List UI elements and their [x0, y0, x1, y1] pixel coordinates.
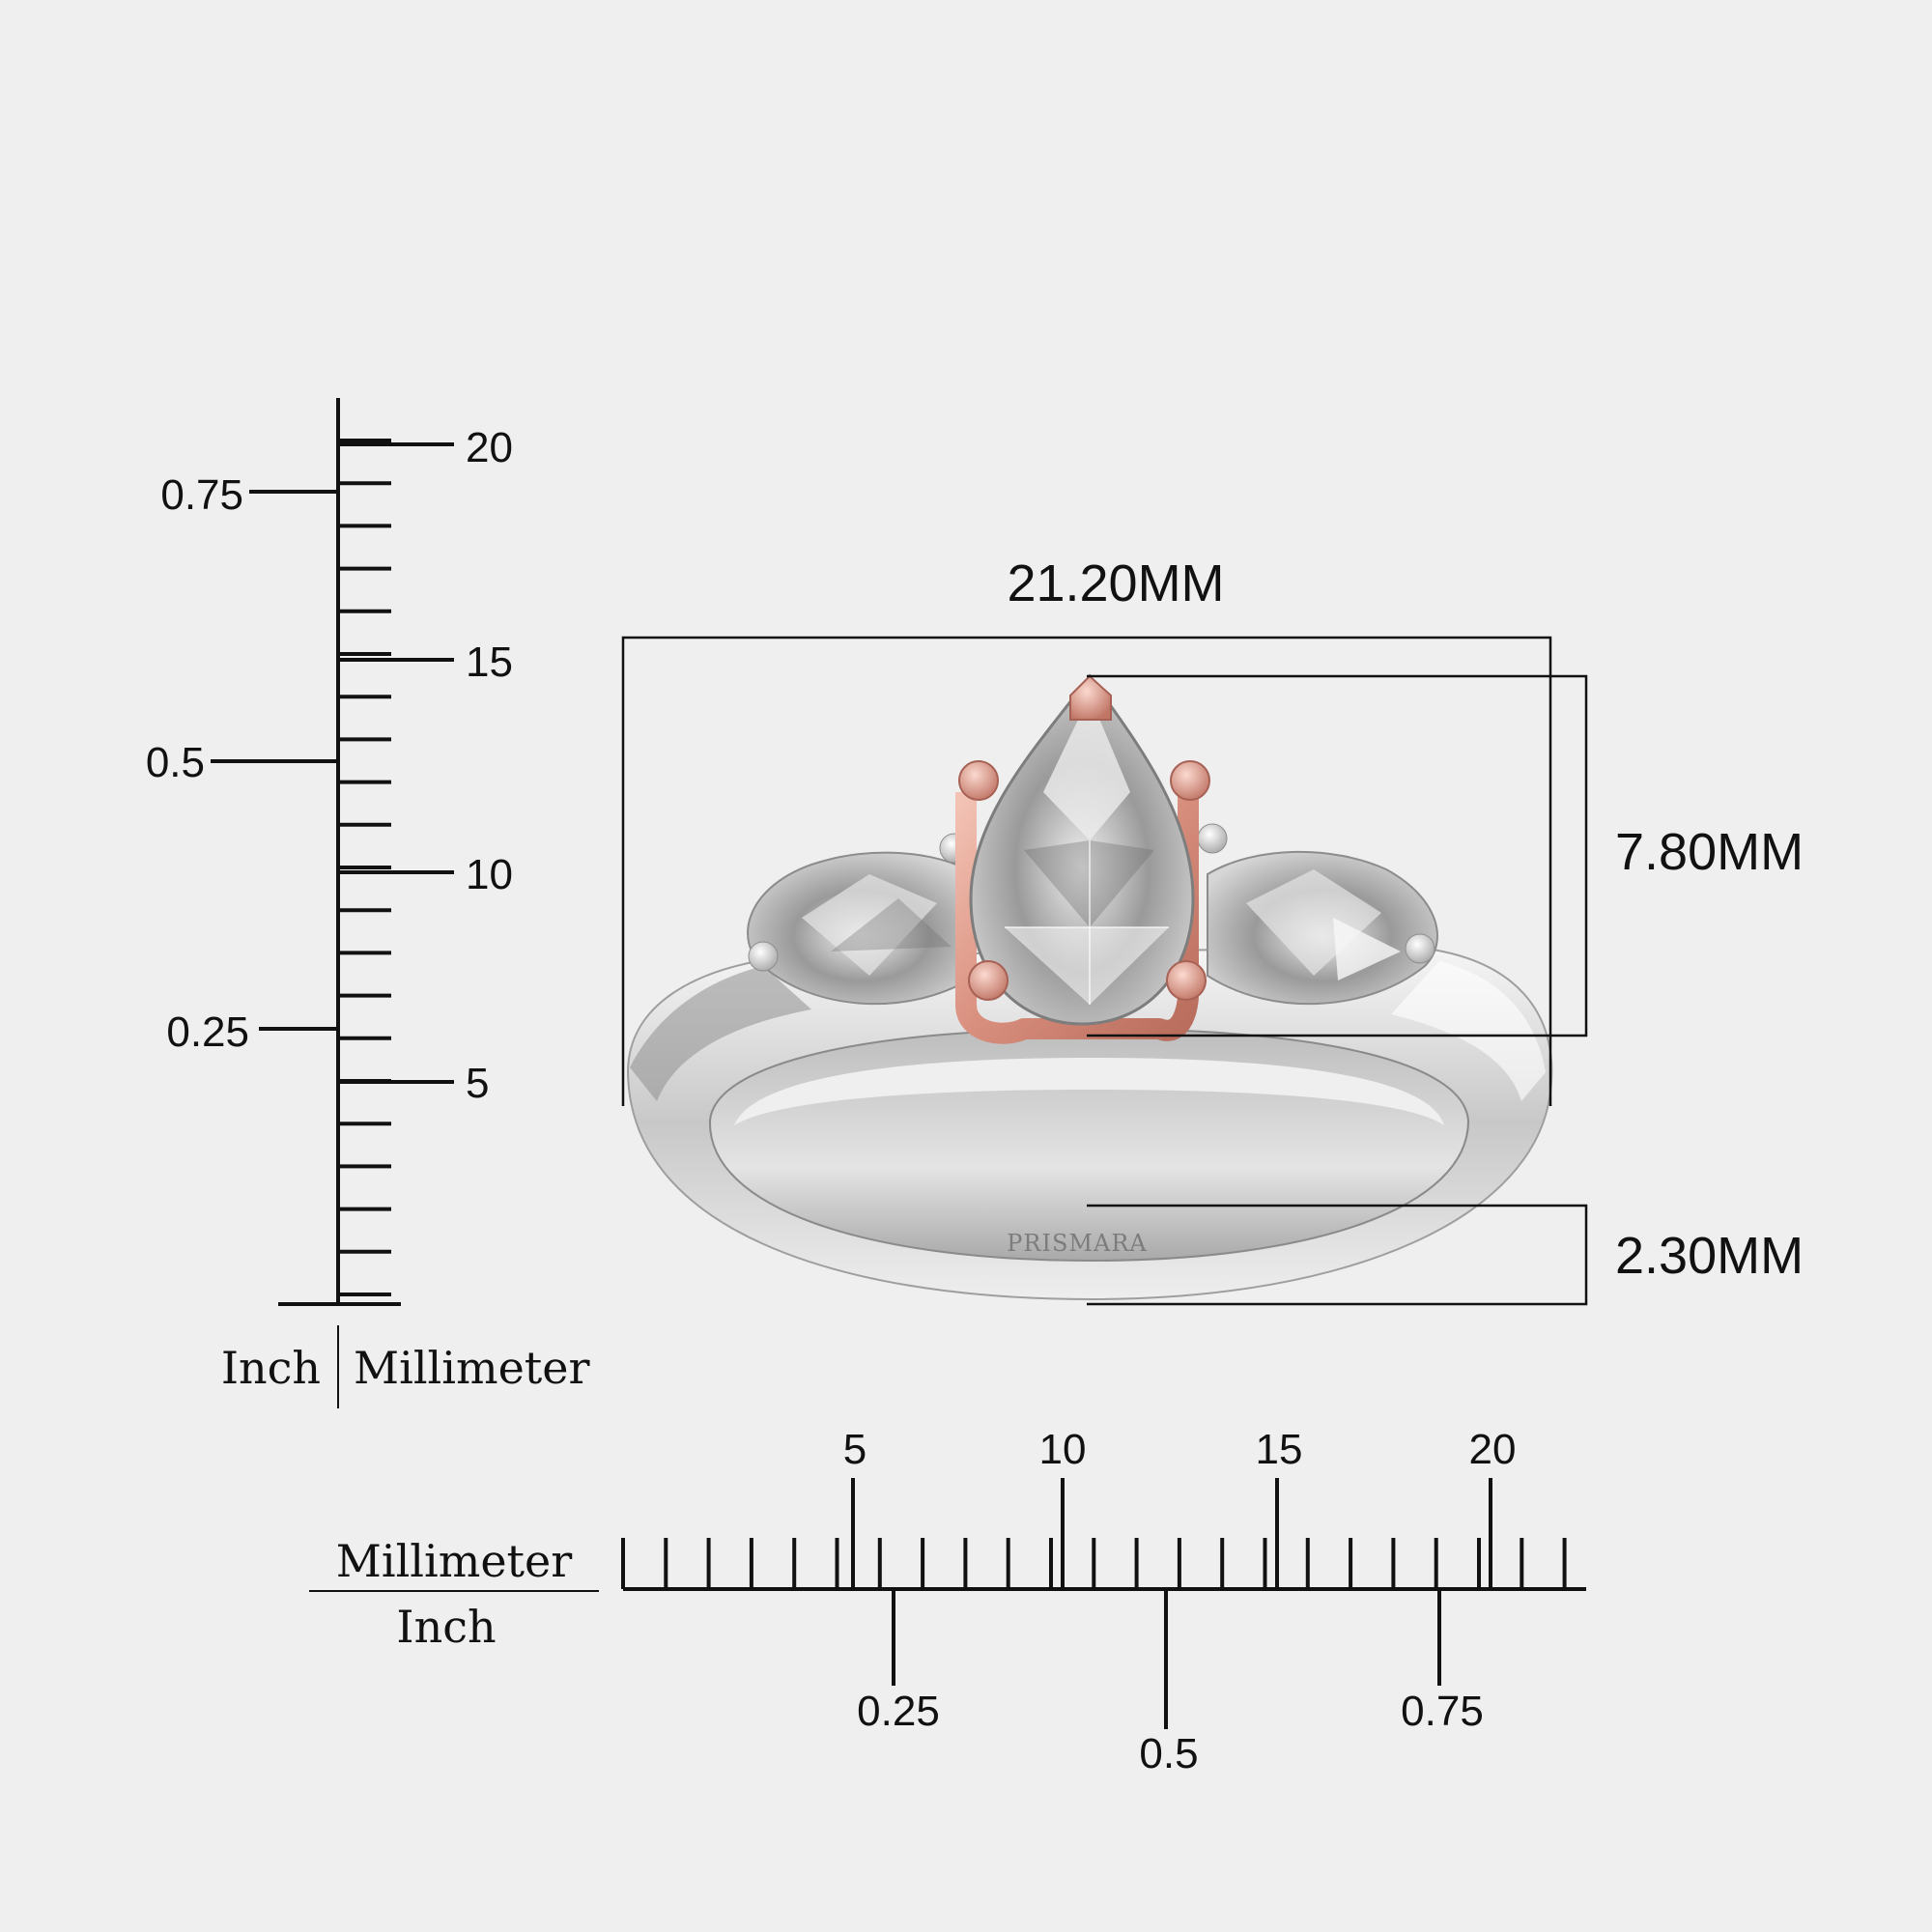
vscale-inch-label-0.75: 0.75 — [160, 471, 243, 519]
dimension-height-label: 7.80MM — [1615, 823, 1804, 881]
horizontal-scale: 5 10 15 20 0.25 0.5 0.75 Millimeter Inch — [309, 1426, 1586, 1777]
center-prong-upper-right — [1170, 760, 1210, 801]
hscale-inch-label-0.5: 0.5 — [1139, 1730, 1198, 1777]
ring-band-shoulder — [630, 966, 811, 1101]
vscale-inch-label-0.5: 0.5 — [146, 739, 205, 786]
hscale-mm-label-5: 5 — [843, 1426, 867, 1473]
side-prong-4 — [1405, 933, 1435, 964]
hscale-mm-label-20: 20 — [1469, 1426, 1517, 1473]
center-stone — [969, 673, 1195, 1026]
hscale-mm-label-10: 10 — [1039, 1426, 1087, 1473]
vscale-mm-label-15: 15 — [466, 639, 513, 686]
horizontal-scale-ticks — [621, 1538, 1567, 1589]
vscale-mm-label-20: 20 — [466, 424, 513, 471]
center-prong-top — [1069, 674, 1112, 721]
vscale-unit-millimeter: Millimeter — [354, 1342, 590, 1394]
hscale-unit-inch: Inch — [396, 1601, 496, 1653]
ring-band-shoulder-right — [1391, 961, 1546, 1101]
side-prong-2 — [748, 941, 779, 972]
side-stone-left — [747, 851, 977, 1006]
hscale-unit-millimeter: Millimeter — [336, 1535, 573, 1587]
vscale-mm-label-10: 10 — [466, 851, 513, 898]
vscale-inch-label-0.25: 0.25 — [166, 1009, 249, 1056]
ring-engraving: PRISMARA — [1007, 1230, 1147, 1257]
ring-inner-back — [734, 1058, 1444, 1125]
center-stone-basket — [955, 792, 1199, 1044]
vscale-mm-label-5: 5 — [466, 1060, 489, 1107]
center-prong-lower-right — [1166, 960, 1207, 1001]
dimension-band-width: 2.30MM — [1087, 1204, 1804, 1306]
dimension-band-label: 2.30MM — [1615, 1227, 1804, 1285]
center-prong-lower-left — [968, 960, 1009, 1001]
dimension-head-height: 7.80MM — [1087, 674, 1804, 1037]
vscale-unit-inch: Inch — [221, 1342, 321, 1394]
side-stone-right — [1207, 850, 1438, 1006]
hscale-inch-label-0.25: 0.25 — [857, 1688, 940, 1735]
hscale-inch-label-0.75: 0.75 — [1401, 1688, 1484, 1735]
dimension-overall-width: 21.20MM — [621, 554, 1552, 1106]
hscale-mm-label-15: 15 — [1256, 1426, 1303, 1473]
vertical-scale: 5 10 15 20 0.25 0.5 0.75 Inch Millimeter — [146, 398, 590, 1408]
center-prong-upper-left — [958, 760, 999, 801]
dimension-width-label: 21.20MM — [1007, 554, 1224, 612]
vertical-scale-ticks — [338, 439, 391, 1296]
side-prong-3 — [1197, 823, 1228, 854]
